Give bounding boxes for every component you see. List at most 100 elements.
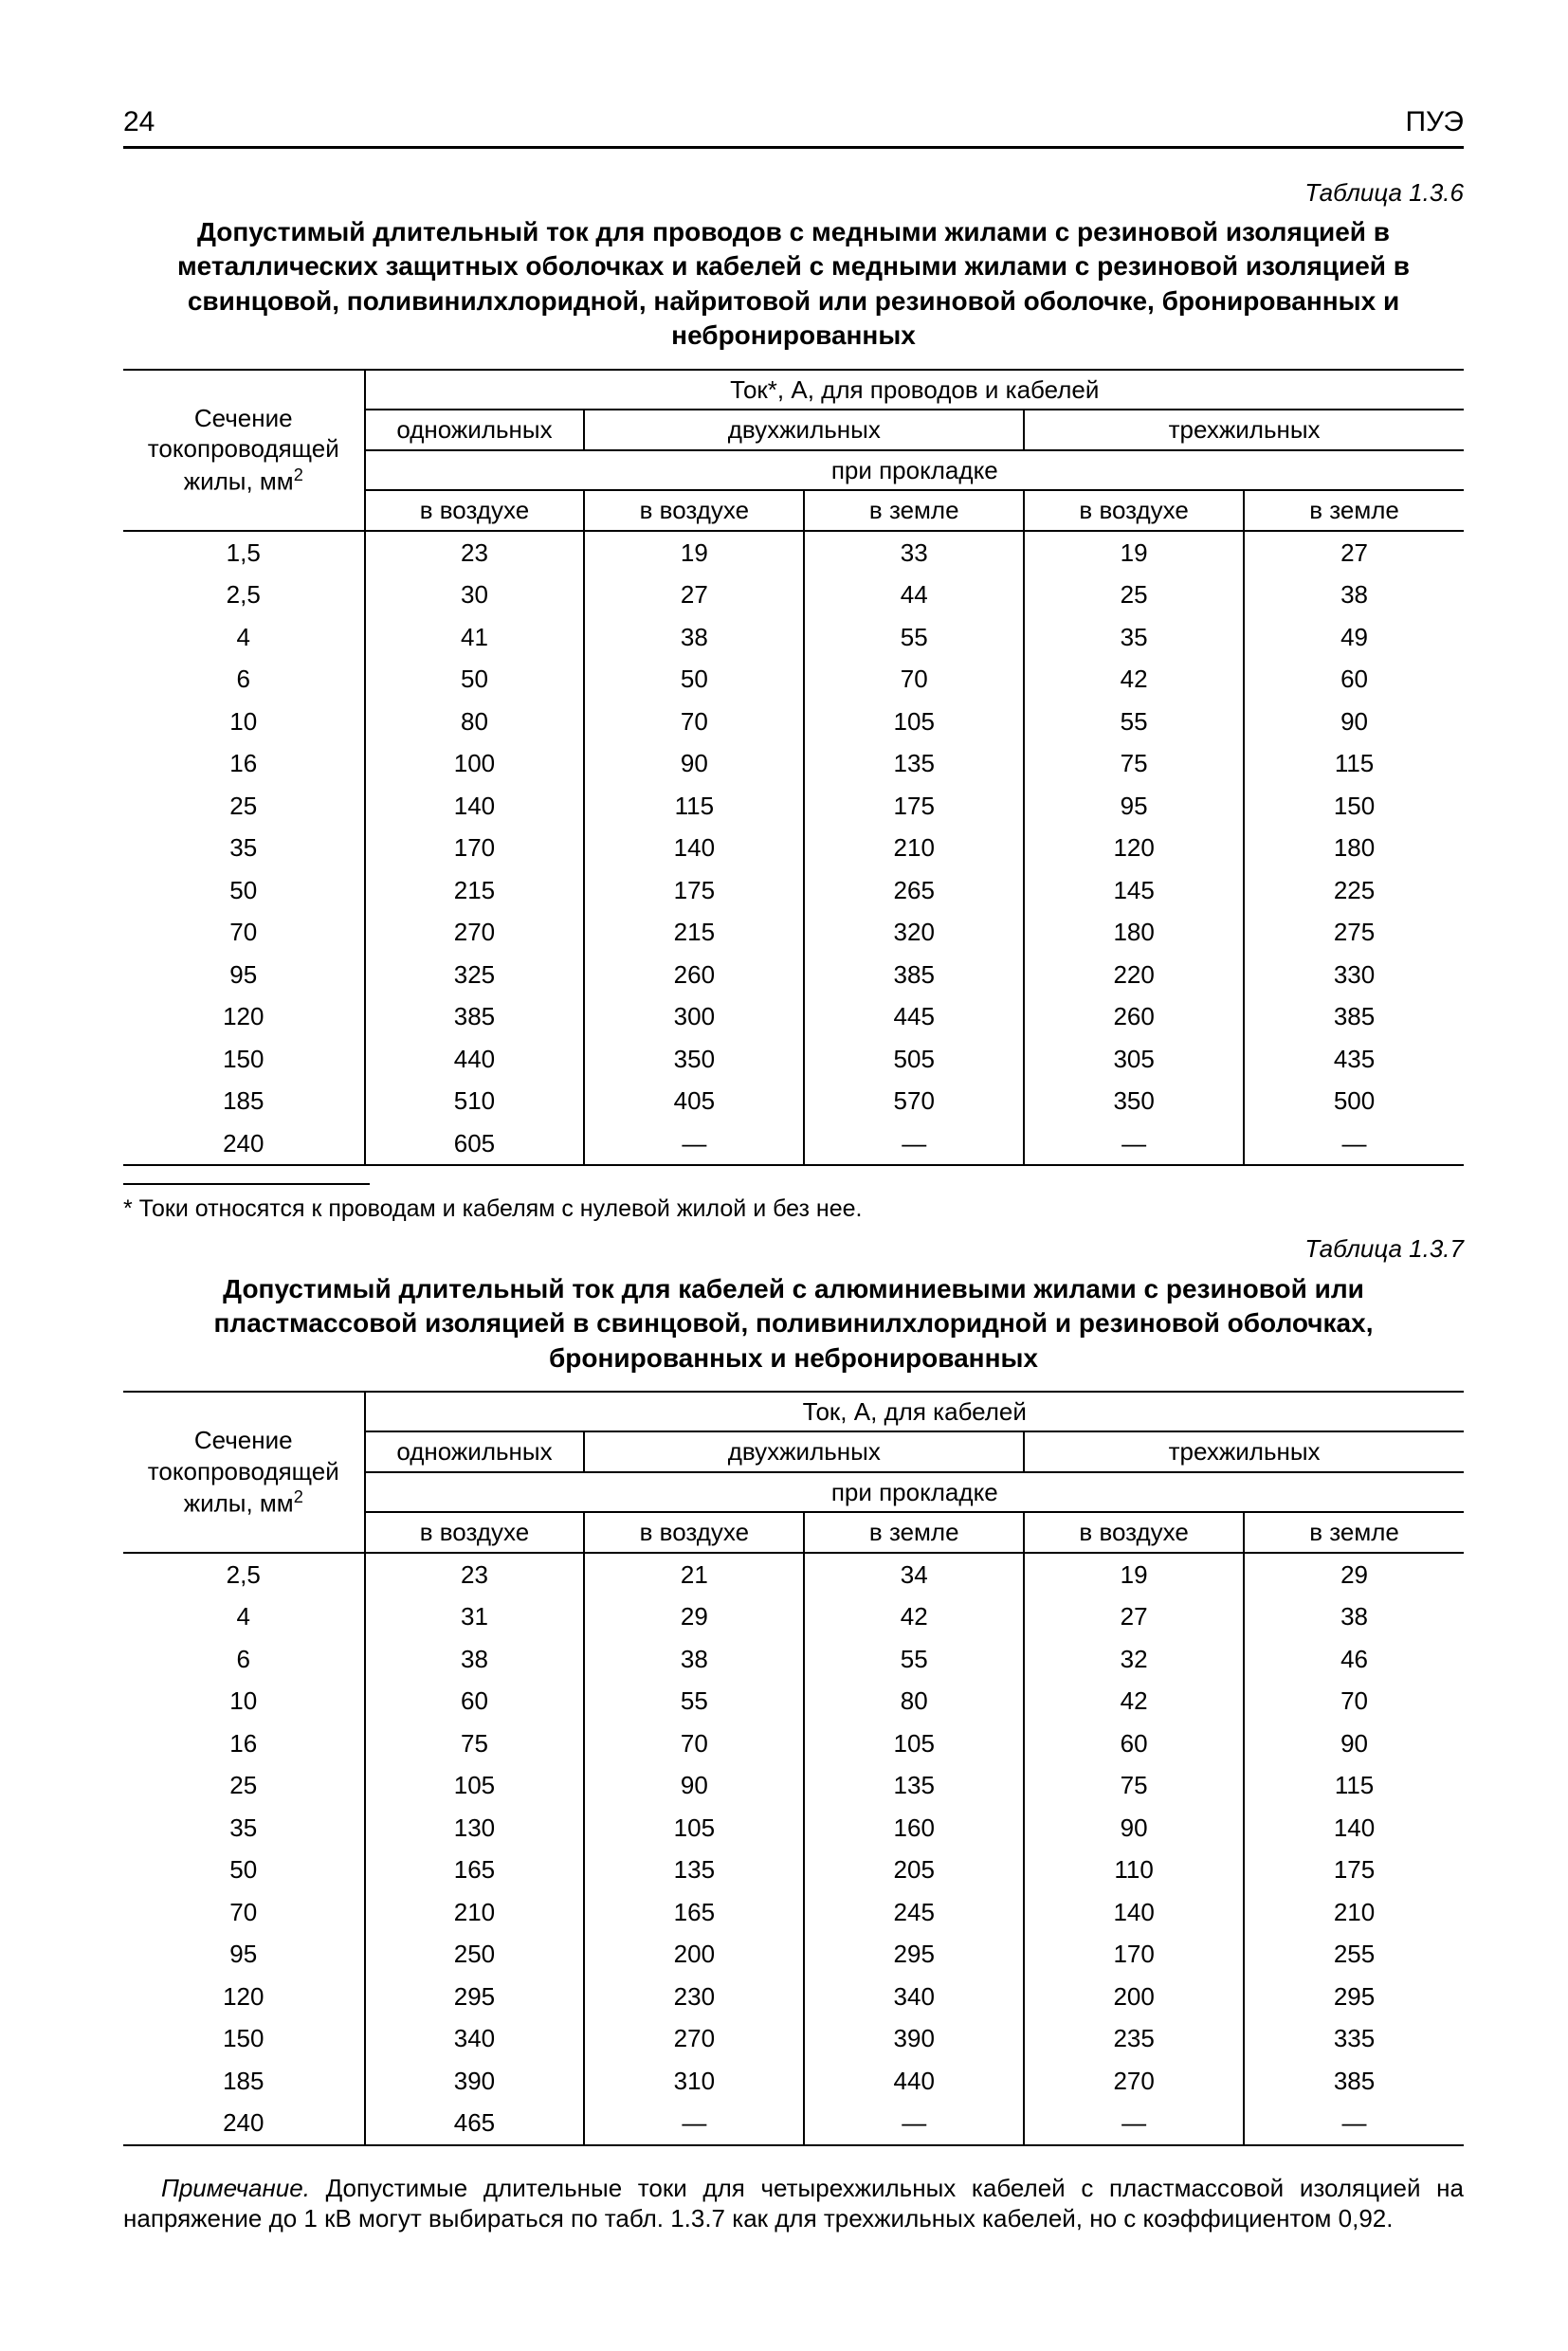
table-cell: 445 xyxy=(804,995,1024,1038)
table-cell: 31 xyxy=(365,1595,585,1638)
table-cell: 270 xyxy=(584,2017,804,2060)
table-cell: 240 xyxy=(123,2102,365,2145)
table-cell: 35 xyxy=(123,827,365,869)
table-cell: 210 xyxy=(1244,1891,1464,1934)
table-cell: 120 xyxy=(1024,827,1244,869)
table-cell: 165 xyxy=(584,1891,804,1934)
table-cell: 245 xyxy=(804,1891,1024,1934)
table-cell: 6 xyxy=(123,658,365,701)
table-cell: 2,5 xyxy=(123,574,365,616)
table-cell: 10 xyxy=(123,1680,365,1722)
table-cell: 29 xyxy=(584,1595,804,1638)
table2-g1: одножильных xyxy=(365,1431,585,1472)
table-row: 50215175265145225 xyxy=(123,869,1464,912)
table-cell: 140 xyxy=(1024,1891,1244,1934)
table2-c2: в воздухе xyxy=(584,1512,804,1553)
table-cell: — xyxy=(584,2102,804,2145)
table2-c3: в земле xyxy=(804,1512,1024,1553)
table-cell: 185 xyxy=(123,2060,365,2103)
table2-sub: при прокладке xyxy=(365,1472,1464,1513)
table-row: 3513010516090140 xyxy=(123,1807,1464,1850)
table-row: 2,52321341929 xyxy=(123,1553,1464,1596)
table1-label: Таблица 1.3.6 xyxy=(123,177,1464,209)
table-row: 150440350505305435 xyxy=(123,1038,1464,1081)
table-cell: 200 xyxy=(584,1933,804,1976)
table-cell: 23 xyxy=(365,531,585,574)
table-cell: 210 xyxy=(365,1891,585,1934)
table-cell: 150 xyxy=(123,2017,365,2060)
table-cell: 140 xyxy=(584,827,804,869)
table-cell: 185 xyxy=(123,1080,365,1122)
table-cell: 115 xyxy=(584,785,804,828)
table-cell: 100 xyxy=(365,742,585,785)
table-cell: 55 xyxy=(804,616,1024,659)
table-cell: 295 xyxy=(1244,1976,1464,2018)
table-cell: 340 xyxy=(804,1976,1024,2018)
table-cell: 275 xyxy=(1244,911,1464,954)
table-cell: 120 xyxy=(123,995,365,1038)
page-number: 24 xyxy=(123,104,155,140)
table-cell: 150 xyxy=(123,1038,365,1081)
table2-c5: в земле xyxy=(1244,1512,1464,1553)
table-cell: 16 xyxy=(123,1722,365,1765)
table-cell: 95 xyxy=(123,1933,365,1976)
table-cell: 50 xyxy=(365,658,585,701)
table-cell: 21 xyxy=(584,1553,804,1596)
table-row: 251059013575115 xyxy=(123,1764,1464,1807)
table-cell: 385 xyxy=(1244,2060,1464,2103)
table1-super: Ток*, А, для проводов и кабелей xyxy=(365,370,1464,410)
table-cell: 295 xyxy=(365,1976,585,2018)
table-row: 150340270390235335 xyxy=(123,2017,1464,2060)
table-cell: — xyxy=(584,1122,804,1166)
note-label: Примечание. xyxy=(161,2174,310,2202)
table-cell: 55 xyxy=(584,1680,804,1722)
table-cell: 25 xyxy=(123,1764,365,1807)
table-cell: 25 xyxy=(123,785,365,828)
table-cell: 1,5 xyxy=(123,531,365,574)
table2-super: Ток, А, для кабелей xyxy=(365,1392,1464,1432)
table2: Сечение токопроводящей жилы, мм2 Ток, А,… xyxy=(123,1391,1464,2146)
table2-c1: в воздухе xyxy=(365,1512,585,1553)
table-cell: 95 xyxy=(1024,785,1244,828)
table-cell: 38 xyxy=(584,1638,804,1681)
table-cell: 385 xyxy=(804,954,1024,996)
table-cell: 38 xyxy=(365,1638,585,1681)
table-cell: 70 xyxy=(804,658,1024,701)
table-cell: 46 xyxy=(1244,1638,1464,1681)
table-row: 120385300445260385 xyxy=(123,995,1464,1038)
table-cell: 70 xyxy=(584,701,804,743)
table-cell: 4 xyxy=(123,616,365,659)
table-cell: 90 xyxy=(584,742,804,785)
table-cell: 130 xyxy=(365,1807,585,1850)
table-row: 161009013575115 xyxy=(123,742,1464,785)
page-header: 24 ПУЭ xyxy=(123,104,1464,149)
table-cell: 140 xyxy=(365,785,585,828)
table-cell: 80 xyxy=(804,1680,1024,1722)
note-text: Допустимые длительные токи для четырехжи… xyxy=(123,2174,1464,2233)
doc-abbr: ПУЭ xyxy=(1405,104,1464,140)
table-row: 65050704260 xyxy=(123,658,1464,701)
table-row: 2,53027442538 xyxy=(123,574,1464,616)
table-cell: 30 xyxy=(365,574,585,616)
table-cell: 260 xyxy=(584,954,804,996)
table-row: 120295230340200295 xyxy=(123,1976,1464,2018)
table-cell: 42 xyxy=(1024,1680,1244,1722)
table-cell: 165 xyxy=(365,1849,585,1891)
table-cell: 42 xyxy=(804,1595,1024,1638)
table-row: 70210165245140210 xyxy=(123,1891,1464,1934)
table-cell: 135 xyxy=(804,1764,1024,1807)
table-cell: 90 xyxy=(1244,1722,1464,1765)
table-cell: 2,5 xyxy=(123,1553,365,1596)
table-cell: 27 xyxy=(584,574,804,616)
table-cell: 510 xyxy=(365,1080,585,1122)
table-row: 1,52319331927 xyxy=(123,531,1464,574)
table-cell: 305 xyxy=(1024,1038,1244,1081)
table-cell: 440 xyxy=(804,2060,1024,2103)
table-cell: 160 xyxy=(804,1807,1024,1850)
table1-caption: Допустимый длительный ток для проводов с… xyxy=(154,215,1433,354)
table1-g2: двухжильных xyxy=(584,410,1024,450)
table-cell: 310 xyxy=(584,2060,804,2103)
table-cell: 435 xyxy=(1244,1038,1464,1081)
table-cell: 335 xyxy=(1244,2017,1464,2060)
table1-rowhead: Сечение токопроводящей жилы, мм2 xyxy=(123,370,365,531)
